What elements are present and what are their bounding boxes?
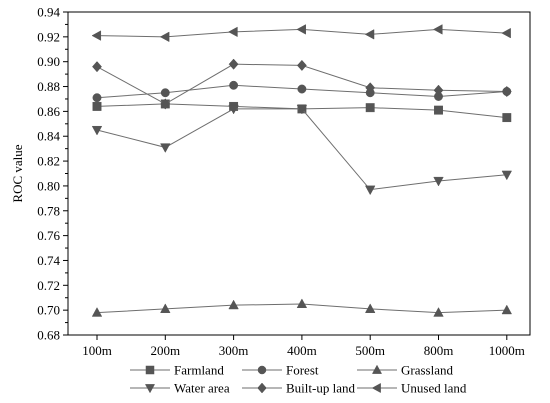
data-point-forest bbox=[160, 88, 170, 98]
data-point-unused-land bbox=[228, 26, 238, 38]
legend-label: Water area bbox=[174, 381, 230, 396]
x-tick-label: 300m bbox=[219, 343, 249, 358]
x-tick-label: 100m bbox=[82, 343, 112, 358]
series-line-water-area bbox=[96, 108, 507, 191]
data-point-built-up-land bbox=[365, 82, 376, 94]
data-point-built-up-land bbox=[92, 61, 102, 73]
plot-frame bbox=[67, 11, 531, 336]
y-axis-title: ROC value bbox=[10, 144, 25, 202]
legend-label: Built-up land bbox=[286, 381, 355, 396]
y-tick-label: 0.94 bbox=[37, 5, 60, 20]
data-point-grassland bbox=[91, 307, 103, 317]
legend-item-unused-land: Unused land bbox=[357, 381, 467, 396]
data-point-forest bbox=[229, 80, 239, 90]
data-point-farmland bbox=[502, 113, 512, 123]
data-point-grassland bbox=[160, 303, 171, 313]
series-grassland bbox=[91, 298, 513, 317]
series-water-area bbox=[91, 104, 513, 196]
legend-label: Grassland bbox=[401, 363, 453, 378]
y-tick-label: 0.68 bbox=[37, 328, 60, 343]
data-point-built-up-land bbox=[296, 59, 307, 71]
y-tick-label: 0.92 bbox=[37, 29, 60, 44]
data-point-farmland bbox=[365, 103, 375, 113]
legend-item-built-up-land: Built-up land bbox=[242, 381, 355, 396]
data-point-built-up-land bbox=[501, 85, 512, 98]
y-tick-label: 0.78 bbox=[37, 203, 60, 218]
y-tick-label: 0.86 bbox=[37, 104, 60, 119]
legend-swatch-marker bbox=[257, 382, 267, 394]
y-tick-label: 0.90 bbox=[37, 54, 60, 69]
y-tick-label: 0.80 bbox=[37, 178, 60, 193]
x-tick-label: 400m bbox=[287, 343, 317, 358]
series-layer bbox=[91, 24, 513, 317]
data-point-farmland bbox=[434, 105, 443, 115]
data-point-grassland bbox=[228, 299, 239, 310]
series-unused-land bbox=[91, 24, 511, 43]
data-point-unused-land bbox=[501, 27, 511, 39]
data-point-water-area bbox=[433, 176, 444, 187]
y-tick-label: 0.76 bbox=[37, 228, 60, 243]
y-tick-label: 0.88 bbox=[37, 79, 60, 94]
legend-item-farmland: Farmland bbox=[130, 363, 224, 378]
axes: 0.68 0.70 0.72 0.74 0.76 0.78 0.80 0.82 0.84 0.86… bbox=[10, 5, 531, 358]
data-point-built-up-land bbox=[160, 98, 171, 110]
data-point-unused-land bbox=[364, 29, 375, 40]
x-tick-label: 500m bbox=[355, 343, 385, 358]
data-point-forest bbox=[92, 93, 102, 103]
data-point-unused-land bbox=[296, 24, 306, 35]
legend-item-grassland: Grassland bbox=[357, 363, 453, 378]
data-point-water-area bbox=[160, 143, 171, 153]
legend-item-water-area: Water area bbox=[130, 381, 230, 396]
data-point-water-area bbox=[364, 185, 376, 196]
data-point-water-area bbox=[296, 104, 308, 115]
data-point-grassland bbox=[364, 303, 376, 313]
legend-swatch-marker bbox=[371, 382, 381, 394]
data-point-forest bbox=[297, 84, 307, 94]
data-point-water-area bbox=[501, 170, 513, 181]
x-tick-label: 800m bbox=[424, 343, 454, 358]
data-point-built-up-land bbox=[433, 84, 444, 96]
data-point-unused-land bbox=[91, 30, 102, 41]
legend-label: Forest bbox=[286, 363, 319, 378]
data-point-unused-land bbox=[159, 31, 170, 43]
series-built-up-land bbox=[92, 58, 512, 110]
data-point-grassland bbox=[296, 298, 308, 308]
y-tick-label: 0.70 bbox=[37, 303, 60, 318]
data-point-unused-land bbox=[432, 24, 443, 35]
data-point-grassland bbox=[501, 304, 513, 315]
legend: Farmland Forest Grassland Water area Built-u… bbox=[130, 363, 467, 396]
legend-swatch-marker bbox=[371, 364, 383, 374]
y-tick-label: 0.82 bbox=[37, 154, 60, 169]
legend-swatch-marker bbox=[144, 384, 156, 394]
data-point-water-area bbox=[228, 104, 239, 115]
y-tick-label: 0.74 bbox=[37, 253, 60, 268]
legend-label: Unused land bbox=[401, 381, 467, 396]
legend-label: Farmland bbox=[174, 363, 224, 378]
y-tick-label: 0.84 bbox=[37, 129, 60, 144]
y-tick-label: 0.72 bbox=[37, 278, 60, 293]
data-point-water-area bbox=[91, 125, 103, 136]
data-point-built-up-land bbox=[228, 58, 239, 70]
legend-swatch-marker bbox=[145, 365, 155, 375]
x-tick-label: 1000m bbox=[489, 343, 525, 358]
x-tick-label: 200m bbox=[150, 343, 180, 358]
data-point-farmland bbox=[92, 101, 102, 111]
legend-swatch-marker bbox=[257, 365, 267, 375]
data-point-grassland bbox=[433, 307, 444, 317]
legend-item-forest: Forest bbox=[242, 363, 319, 378]
